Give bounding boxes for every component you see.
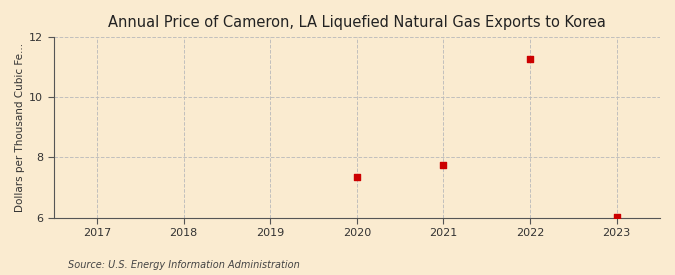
Text: Source: U.S. Energy Information Administration: Source: U.S. Energy Information Administ… (68, 260, 299, 270)
Point (524, 57, 535, 62)
Y-axis label: Dollars per Thousand Cubic Fe...: Dollars per Thousand Cubic Fe... (15, 43, 25, 212)
Point (612, 215, 622, 219)
Point (438, 163, 449, 167)
Title: Annual Price of Cameron, LA Liquefied Natural Gas Exports to Korea: Annual Price of Cameron, LA Liquefied Na… (108, 15, 605, 30)
Point (352, 175, 362, 179)
